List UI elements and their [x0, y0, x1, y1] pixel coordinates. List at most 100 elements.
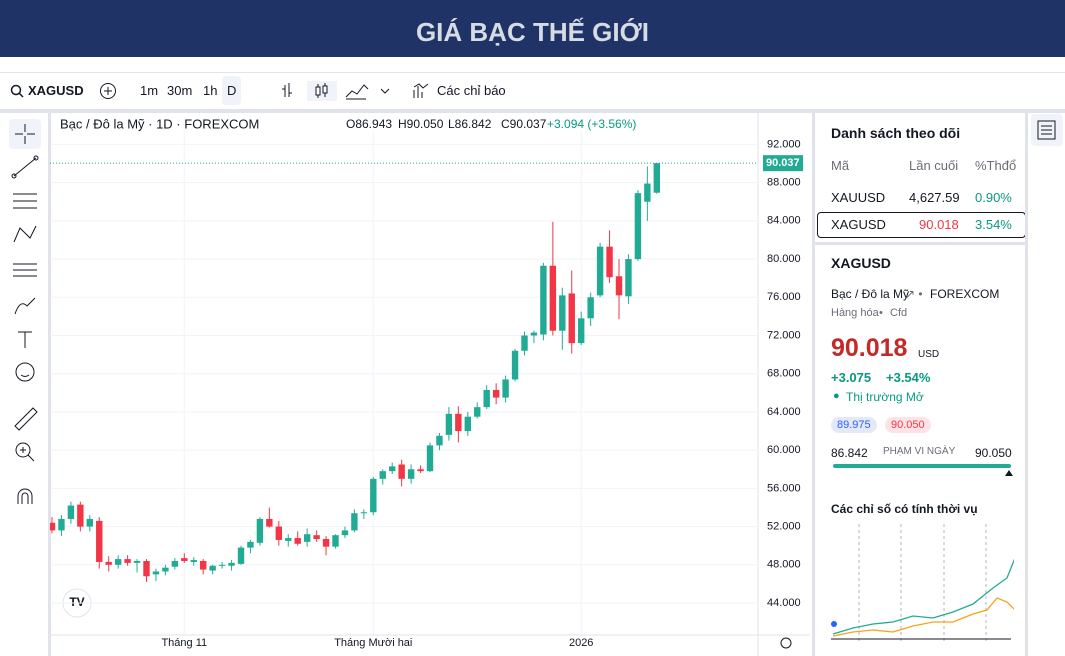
compare-button[interactable] — [99, 82, 117, 100]
candle-body — [313, 535, 320, 540]
settings-icon[interactable] — [780, 637, 792, 649]
candle-body — [275, 526, 282, 540]
range-marker — [1005, 470, 1013, 476]
candle-body — [77, 504, 84, 527]
candle-body — [407, 469, 415, 479]
y-tick-label: 84.000 — [767, 215, 801, 227]
watchlist-icon[interactable] — [1028, 112, 1065, 152]
candle-body — [426, 445, 434, 472]
candle-body — [492, 389, 500, 398]
detail-symbol: XAGUSD — [831, 255, 891, 271]
candle-body — [379, 471, 386, 479]
search-icon — [10, 84, 24, 98]
candle-body — [615, 276, 623, 296]
candle-body — [483, 389, 490, 408]
candle-body — [322, 539, 330, 547]
chart-type-icons[interactable] — [280, 81, 400, 101]
candle-body — [578, 318, 585, 344]
candle-body — [644, 183, 651, 202]
candle-body — [568, 293, 575, 344]
candle-body — [190, 560, 197, 562]
detail-kind: Cfd — [890, 307, 908, 319]
range-bar — [833, 464, 1011, 468]
watchlist-last: 4,627.59 — [909, 190, 960, 205]
header-title: GIÁ BẠC THẾ GIỚI — [415, 17, 650, 47]
candle-body — [152, 571, 160, 575]
candle-body — [58, 518, 65, 531]
indicators-icon — [413, 83, 429, 98]
indicators-button[interactable]: Các chỉ báo — [437, 83, 506, 98]
seasonal-title: Các chỉ số có tính thời vụ — [831, 502, 978, 516]
candle-body — [540, 265, 547, 335]
drawing-toolbar — [0, 112, 51, 656]
watchlist-change: 3.54% — [975, 217, 1012, 232]
candle-body — [445, 413, 453, 435]
candle-body — [625, 259, 632, 297]
interval-button[interactable]: 30m — [167, 83, 193, 98]
candle-body — [351, 513, 358, 531]
candle-body — [143, 560, 150, 577]
candle-body — [587, 297, 594, 319]
interval-button[interactable]: 1m — [140, 83, 159, 98]
candle-body — [303, 534, 311, 542]
column-header: Lần cuối — [909, 158, 959, 173]
status-dot: ● — [833, 390, 840, 402]
candle-body — [455, 413, 462, 432]
candle-body — [511, 350, 519, 380]
candle-body — [266, 518, 273, 527]
y-tick-label: 64.000 — [767, 406, 801, 418]
candle-body — [200, 560, 207, 570]
ohlc-open: O86.943 — [346, 117, 392, 131]
interval-button[interactable]: D — [222, 76, 242, 105]
drawing-tools[interactable] — [0, 112, 48, 652]
detail-price: 90.018 — [831, 334, 908, 362]
detail-exchange: FOREXCOM — [930, 287, 1000, 301]
candle-body — [464, 416, 471, 432]
detail-currency: USD — [918, 349, 940, 360]
candle-body — [237, 547, 245, 564]
interval-button[interactable]: 1h — [203, 83, 218, 98]
y-tick-label: 56.000 — [767, 482, 801, 494]
candle-body — [332, 535, 339, 547]
candle-body — [247, 541, 254, 548]
y-tick-label: 44.000 — [767, 597, 801, 609]
candle-body — [209, 565, 216, 571]
candle-body — [559, 295, 566, 331]
candle-body — [285, 538, 292, 541]
y-tick-label: 60.000 — [767, 444, 801, 456]
symbol-button[interactable]: XAGUSD — [28, 83, 84, 98]
y-tick-label: 52.000 — [767, 520, 801, 532]
ohlc-low: L86.842 — [448, 117, 492, 131]
candle-body — [341, 530, 349, 536]
last-price-label: 90.037 — [766, 157, 800, 169]
detail-category: Hàng hóa — [831, 307, 879, 319]
last-price-tag — [763, 155, 803, 172]
candle-body — [360, 512, 368, 514]
seasonal-chart — [831, 524, 1014, 644]
divider — [815, 242, 1025, 245]
header: GIÁ BẠC THẾ GIỚI — [0, 0, 1065, 57]
ohlc-change: +3.094 (+3.56%) — [547, 117, 636, 131]
candle-body — [417, 469, 424, 472]
candle-body — [436, 435, 443, 446]
y-tick-label: 68.000 — [767, 368, 801, 380]
watchlist-title: Danh sách theo dõi — [831, 125, 961, 141]
y-tick-label: 88.000 — [767, 177, 801, 189]
candle-body — [181, 558, 188, 561]
candle-body — [370, 478, 377, 513]
detail-description: Bạc / Đô la Mỹ — [831, 287, 910, 301]
watchlist-symbol[interactable]: XAUUSD — [831, 190, 886, 205]
separator: ↗ • — [905, 287, 923, 301]
range-high: 90.050 — [975, 446, 1012, 460]
candle-body — [228, 562, 235, 566]
detail-status: Thị trường Mở — [846, 390, 924, 404]
candle-body — [530, 332, 538, 336]
watchlist-symbol[interactable]: XAGUSD — [831, 217, 886, 232]
ohlc-close: C90.037 — [501, 117, 547, 131]
candle-body — [294, 538, 301, 544]
candle-body — [398, 464, 405, 479]
candle-body — [67, 505, 75, 519]
y-tick-label: 80.000 — [767, 253, 801, 265]
